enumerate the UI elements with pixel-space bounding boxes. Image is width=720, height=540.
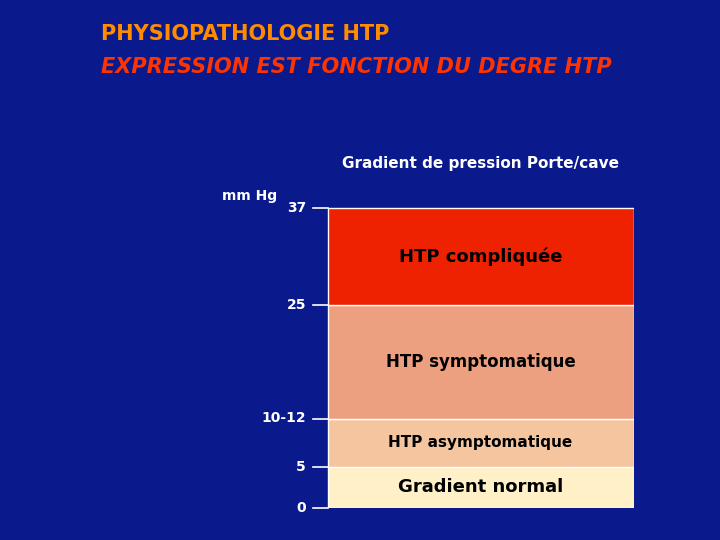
Bar <box>328 467 634 508</box>
Bar <box>328 208 634 305</box>
Text: HTP asymptomatique: HTP asymptomatique <box>389 435 572 450</box>
Text: HTP compliquée: HTP compliquée <box>399 247 562 266</box>
Text: 37: 37 <box>287 201 306 215</box>
Text: EXPRESSION EST FONCTION DU DEGRE HTP: EXPRESSION EST FONCTION DU DEGRE HTP <box>101 57 611 77</box>
Bar <box>328 418 634 467</box>
Text: 10-12: 10-12 <box>261 411 306 426</box>
Text: 25: 25 <box>287 298 306 312</box>
Text: 5: 5 <box>296 460 306 474</box>
Text: 0: 0 <box>297 501 306 515</box>
Bar <box>328 305 634 418</box>
Text: Gradient de pression Porte/cave: Gradient de pression Porte/cave <box>342 157 619 172</box>
Text: mm Hg: mm Hg <box>222 189 277 202</box>
Text: Gradient normal: Gradient normal <box>398 478 563 496</box>
Text: PHYSIOPATHOLOGIE HTP: PHYSIOPATHOLOGIE HTP <box>101 24 390 44</box>
Text: HTP symptomatique: HTP symptomatique <box>386 353 575 371</box>
